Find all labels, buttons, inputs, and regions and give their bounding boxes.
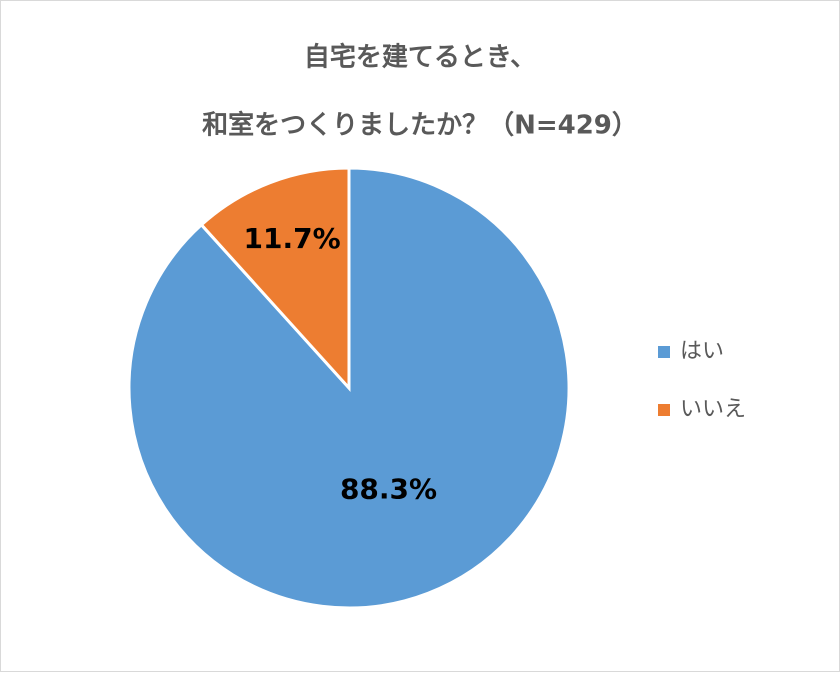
data-label: 88.3% [340,473,437,506]
chart-title: 自宅を建てるとき、 [304,42,536,73]
chart-title: 和室をつくりましたか？（N=429） [202,110,638,141]
legend-swatch [658,346,670,358]
legend-label: はい [680,339,724,364]
legend-swatch [658,404,670,416]
pie-slice [199,166,351,392]
legend-label: いいえ [680,397,746,422]
data-label: 11.7% [244,222,341,255]
